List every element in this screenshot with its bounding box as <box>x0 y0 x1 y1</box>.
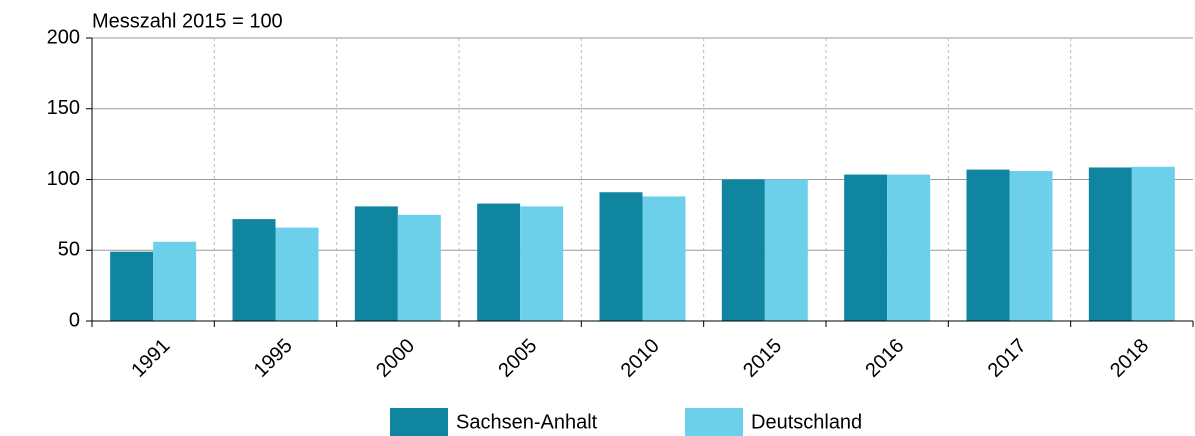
bar <box>354 206 398 321</box>
bar <box>887 174 931 321</box>
bar <box>764 179 808 321</box>
y-tick-label: 0 <box>69 309 80 331</box>
x-tick-label: 2015 <box>739 335 786 382</box>
x-tick-label: 2016 <box>861 335 908 382</box>
bar <box>1131 166 1175 321</box>
bar <box>844 174 888 321</box>
legend-label: Deutschland <box>751 411 862 433</box>
x-tick-label: 2005 <box>494 335 541 382</box>
y-tick-label: 100 <box>47 168 80 190</box>
bar <box>1088 167 1132 321</box>
y-tick-label: 50 <box>58 239 80 261</box>
x-tick-label: 2018 <box>1106 335 1153 382</box>
bar <box>642 196 686 321</box>
y-tick-label: 200 <box>47 26 80 48</box>
bar <box>232 219 276 321</box>
x-tick-label: 1995 <box>250 335 297 382</box>
bar <box>520 206 564 321</box>
bar <box>599 192 643 321</box>
bar <box>477 203 521 321</box>
bar <box>110 251 154 321</box>
bar <box>397 214 441 321</box>
x-tick-label: 2010 <box>617 335 664 382</box>
x-tick-label: 2000 <box>372 335 419 382</box>
x-tick-label: 1991 <box>127 335 174 382</box>
chart-title: Messzahl 2015 = 100 <box>92 10 283 32</box>
legend-swatch <box>685 408 743 436</box>
legend-swatch <box>390 408 448 436</box>
bar <box>153 241 197 321</box>
bar <box>1009 171 1053 321</box>
legend-label: Sachsen-Anhalt <box>456 411 598 433</box>
x-tick-label: 2017 <box>984 335 1031 382</box>
bar <box>275 227 319 321</box>
bar <box>721 179 765 321</box>
bar <box>966 169 1010 321</box>
y-tick-label: 150 <box>47 97 80 119</box>
